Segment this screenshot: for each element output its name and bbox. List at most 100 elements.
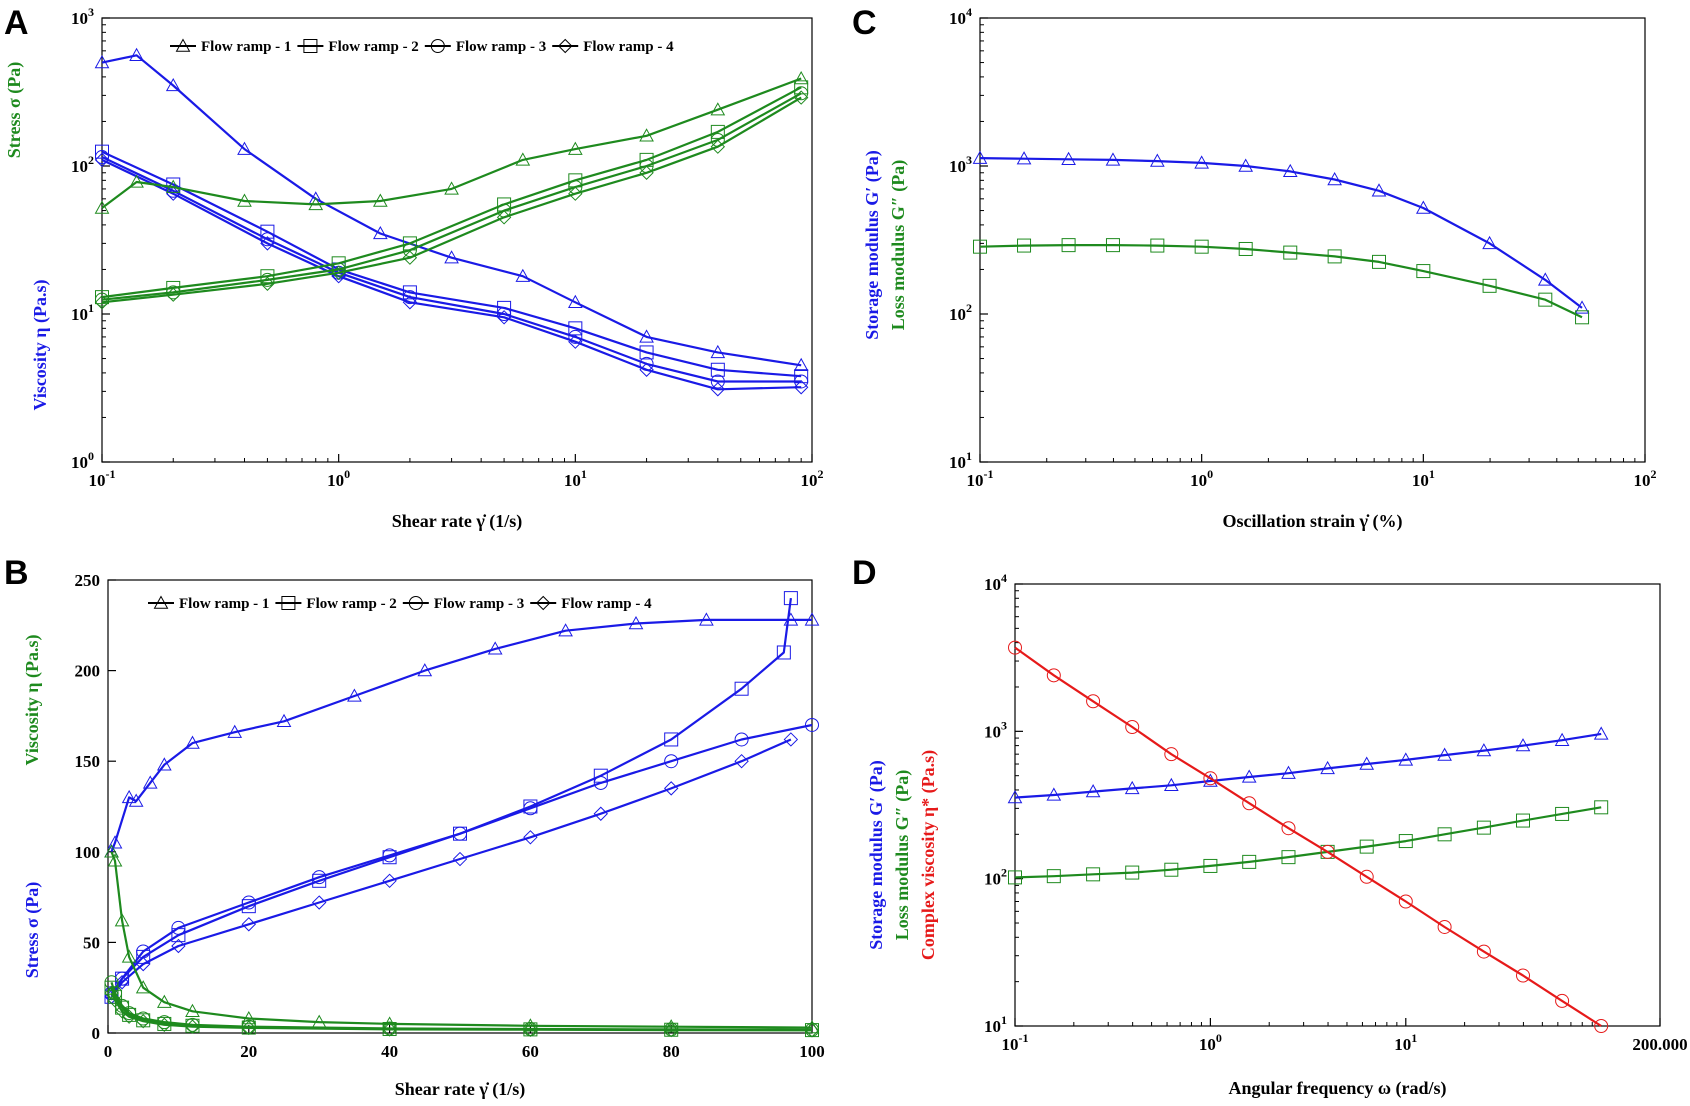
panel-b-y-axis-label: Stress σ (Pa) — [22, 882, 43, 978]
panel-d-y-tick-base: 10 — [984, 575, 1001, 594]
panel-c-data-point — [1150, 238, 1165, 253]
panel-a-data-point — [166, 287, 181, 302]
panel-a-data-point — [308, 196, 324, 211]
panel-c-data-point — [1194, 239, 1209, 254]
panel-a-data-point — [95, 292, 109, 307]
panel-c-y-axis-label: Storage modulus G′ (Pa) — [862, 150, 883, 340]
panel-d-data-point — [1281, 821, 1296, 836]
panel-d-y-tick-label: 101 — [984, 1013, 1007, 1036]
panel-b-series-line — [110, 738, 792, 998]
panel-b-frame — [107, 579, 813, 1034]
panel-b-data-point — [241, 1020, 257, 1036]
panel-b-data-point — [663, 1019, 679, 1033]
panel-d-data-point — [1437, 919, 1452, 934]
panel-b-series-line — [110, 987, 813, 1032]
panel-b-data-point — [523, 801, 538, 816]
panel-d-data-point — [1046, 668, 1061, 683]
panel-d-y-tick-base: 10 — [984, 1017, 1001, 1036]
panel-c-data-point — [1105, 238, 1120, 253]
panel-b-data-point — [734, 681, 749, 696]
panel-b-y-axis-label: Viscosity η (Pa.s) — [22, 634, 43, 765]
panel-b-data-point — [114, 1004, 130, 1019]
panel-d-data-point — [1124, 780, 1140, 795]
panel-b-legend-marker — [281, 596, 296, 610]
panel-a-series-line — [101, 150, 802, 378]
panel-c-data-point — [973, 239, 987, 254]
panel-c-data-point — [1238, 158, 1254, 172]
panel-a-legend-marker — [303, 39, 318, 53]
panel-b-legend-label: Flow ramp - 1 — [179, 596, 269, 612]
panel-b-data-point — [663, 1022, 679, 1038]
panel-a-series-line — [101, 96, 802, 304]
panel-d-x-axis-label: Angular frequency ω (rad/s) — [1229, 1078, 1447, 1099]
panel-a-data-point — [639, 345, 654, 360]
panel-c-data-point — [1016, 151, 1032, 165]
panel-a-data-point — [567, 294, 583, 308]
panel-c-series — [972, 150, 1590, 314]
panel-b-data-point — [783, 591, 798, 606]
panel-a-legend-marker — [558, 38, 573, 54]
panel-c-data-point — [1416, 264, 1431, 279]
panel-b-y-tick-label: 0 — [92, 1024, 101, 1043]
panel-c-x-axis-label: Oscillation strain γ̇ (%) — [1223, 511, 1403, 532]
panel-a-data-point — [94, 295, 110, 310]
panel-a-legend-label: Flow ramp - 2 — [328, 39, 418, 55]
panel-d-x-tick-exponent: 0 — [1216, 1031, 1222, 1045]
panel-a-data-point — [710, 374, 725, 389]
panel-a-data-point — [331, 265, 346, 280]
panel-a-x-tick-label: 102 — [801, 467, 824, 490]
panel-b-data-point — [107, 853, 123, 867]
panel-d-data-point — [1242, 854, 1257, 869]
panel-a-data-point — [94, 55, 110, 69]
panel-c-y-tick-exponent: 1 — [966, 449, 972, 463]
panel-a-data-point — [568, 186, 583, 201]
panel-a-x-tick-label: 10-1 — [89, 467, 116, 490]
panel-d-data-point — [1554, 732, 1570, 746]
panel-a-data-point — [129, 174, 144, 188]
panel-d-data-point — [1007, 790, 1023, 804]
panel-b-series-line — [110, 597, 792, 998]
panel-a-data-point — [639, 128, 654, 142]
panel-b-data-point — [382, 848, 397, 863]
panel-d-data-point — [1281, 850, 1296, 865]
panel-b-data-point — [805, 717, 819, 732]
panel-d-data-point — [1359, 839, 1374, 854]
panel-d-frame — [1014, 583, 1661, 1027]
panel-b-data-point — [121, 1009, 137, 1024]
panel-d-data-point — [1437, 747, 1452, 761]
panel-d-data-point — [1476, 743, 1492, 757]
panel-a-y-tick-exponent: 1 — [88, 301, 94, 315]
panel-d-data-point — [1476, 820, 1491, 835]
panel-c-frame — [979, 17, 1646, 463]
panel-a-data-point — [402, 295, 418, 310]
panel-d-data-point — [1398, 834, 1413, 849]
panel-c-x-tick-exponent: 0 — [1207, 467, 1213, 481]
panel-b-legend-marker — [153, 595, 169, 609]
panel-a-series — [94, 152, 809, 397]
panel-d-data-point — [1086, 694, 1101, 709]
panel-b: B 0 20 40 60 80 100 0 50 100 150 200 250 Shear rate … — [4, 554, 825, 1100]
panel-b-data-point — [185, 1003, 200, 1017]
panel-b-legend: Flow ramp - 1 Flow ramp - 2 Flow ramp - 3 F… — [148, 595, 652, 612]
panel-b-y-tick-label: 150 — [75, 752, 101, 771]
panel-d-y-tick-exponent: 1 — [1001, 1013, 1007, 1027]
panel-d-data-point — [1437, 827, 1452, 842]
panel-b-data-point — [156, 994, 172, 1008]
panel-d-y-tick-exponent: 3 — [1001, 718, 1007, 732]
panel-b-series — [104, 612, 820, 858]
panel-c-y-tick-label: 104 — [949, 5, 972, 28]
panel-c-data-point — [972, 150, 988, 164]
panel-c-x-tick-label: 10-1 — [967, 467, 994, 490]
panel-a-data-point — [94, 152, 110, 168]
panel-b-data-point — [104, 844, 119, 858]
panel-a-y-tick-label: 100 — [71, 449, 94, 472]
panel-c-y-tick-label: 101 — [949, 449, 972, 472]
panel-d-data-point — [1281, 765, 1296, 779]
panel-d-data-point — [1398, 752, 1414, 766]
panel-d-y-axis-label: Loss modulus G″ (Pa) — [892, 770, 913, 940]
panel-a-y-tick-exponent: 2 — [88, 153, 94, 167]
panel-b-data-point — [312, 873, 327, 888]
panel-a-data-point — [515, 152, 531, 166]
panel-a-data-point — [710, 102, 726, 116]
